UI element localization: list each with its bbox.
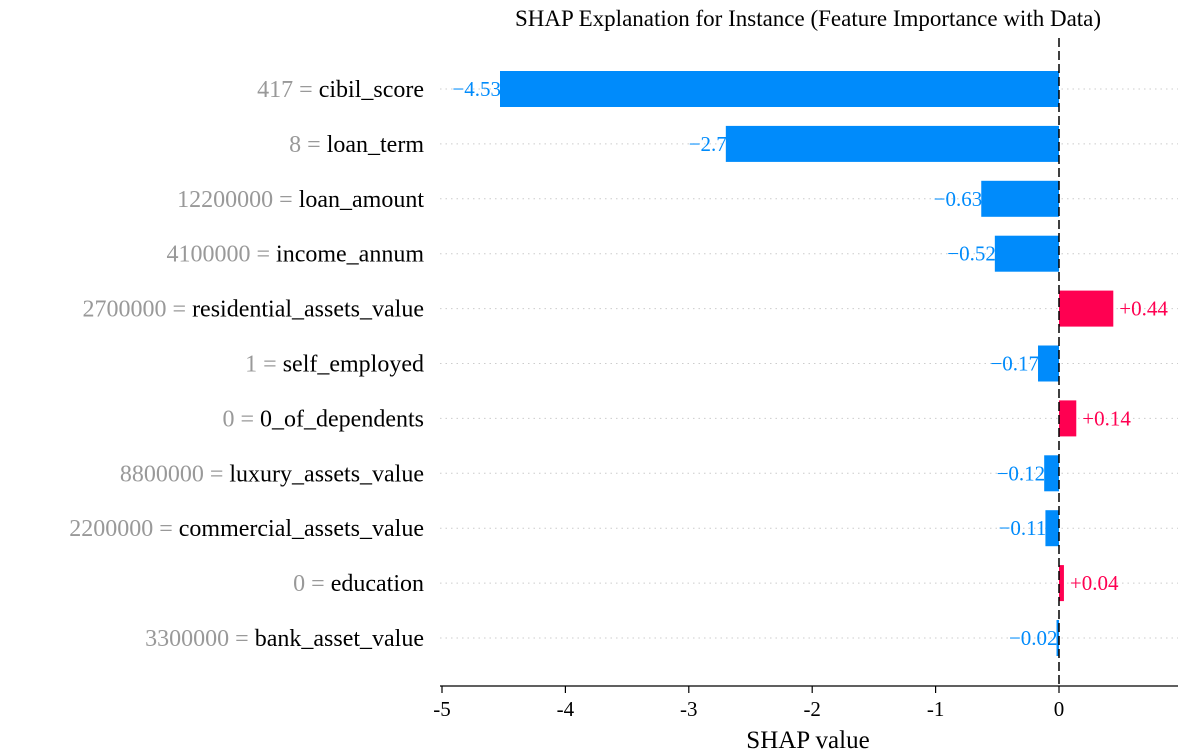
feature-name: self_employed	[283, 352, 424, 378]
feature-value: 2200000 =	[69, 516, 179, 542]
feature-name: residential_assets_value	[192, 297, 424, 323]
feature-name: cibil_score	[319, 77, 424, 103]
feature-name: luxury_assets_value	[229, 461, 424, 487]
feature-label-bank_asset_value: 3300000 = bank_asset_value	[145, 626, 424, 652]
feature-name: bank_asset_value	[255, 626, 424, 652]
data-label-bank_asset_value: −0.02	[1009, 626, 1058, 650]
gridlines	[440, 88, 1178, 639]
feature-value: 8 =	[289, 132, 327, 158]
data-label-income_annum: −0.52	[947, 242, 996, 266]
feature-name: education	[331, 571, 424, 597]
feature-value: 3300000 =	[145, 626, 255, 652]
x-tick-label: -2	[803, 697, 821, 721]
bar-commercial_assets_value	[1045, 510, 1059, 547]
feature-labels: 417 = cibil_score 8 = loan_term 12200000 =…	[69, 77, 424, 652]
data-label-luxury_assets_value: −0.12	[997, 461, 1046, 485]
bar-loan_amount	[981, 180, 1059, 217]
feature-label-income_annum: 4100000 = income_annum	[166, 242, 424, 268]
feature-value: 2700000 =	[83, 297, 193, 323]
feature-label-0_of_dependents: 0 = 0_of_dependents	[222, 406, 424, 432]
x-tick-label: -1	[927, 697, 945, 721]
feature-name: loan_amount	[299, 187, 425, 213]
data-label-commercial_assets_value: −0.11	[999, 516, 1047, 540]
data-label-cibil_score: −4.53	[452, 77, 501, 101]
feature-label-commercial_assets_value: 2200000 = commercial_assets_value	[69, 516, 424, 542]
bars: −4.53 −2.7 −0.63 −0.52 +0.44 −0.17 +0.14 −0.12 −…	[452, 71, 1168, 656]
data-label-loan_amount: −0.63	[934, 187, 983, 211]
feature-value: 417 =	[257, 77, 319, 103]
feature-label-education: 0 = education	[293, 571, 424, 597]
data-label-residential_assets_value: +0.44	[1119, 297, 1168, 321]
feature-value: 0 =	[293, 571, 331, 597]
bar-loan_term	[725, 125, 1059, 162]
feature-label-residential_assets_value: 2700000 = residential_assets_value	[83, 297, 424, 323]
chart-title: SHAP Explanation for Instance (Feature I…	[515, 6, 1101, 31]
bar-education	[1059, 565, 1064, 602]
data-label-0_of_dependents: +0.14	[1082, 406, 1131, 430]
feature-value: 12200000 =	[177, 187, 299, 213]
feature-name: 0_of_dependents	[260, 406, 424, 432]
feature-label-luxury_assets_value: 8800000 = luxury_assets_value	[120, 461, 424, 487]
x-tick-label: -5	[433, 697, 451, 721]
bar-bank_asset_value	[1056, 620, 1059, 656]
bar-income_annum	[994, 235, 1059, 272]
feature-name: commercial_assets_value	[179, 516, 424, 542]
bar-self_employed	[1038, 345, 1059, 382]
feature-name: income_annum	[276, 242, 424, 268]
feature-label-self_employed: 1 = self_employed	[245, 352, 424, 378]
bar-luxury_assets_value	[1044, 455, 1059, 492]
feature-value: 8800000 =	[120, 461, 230, 487]
feature-value: 0 =	[222, 406, 260, 432]
bar-cibil_score	[499, 71, 1059, 107]
bar-residential_assets_value	[1059, 290, 1114, 327]
feature-label-cibil_score: 417 = cibil_score	[257, 77, 424, 103]
x-axis-label: SHAP value	[746, 727, 869, 752]
feature-name: loan_term	[327, 132, 425, 158]
bar-0_of_dependents	[1059, 400, 1077, 437]
x-axis-ticks: -5 -4 -3 -2 -1 0	[433, 686, 1064, 721]
x-tick-label: 0	[1054, 697, 1065, 721]
data-label-education: +0.04	[1070, 571, 1119, 595]
feature-value: 4100000 =	[166, 242, 276, 268]
feature-label-loan_amount: 12200000 = loan_amount	[177, 187, 424, 213]
feature-label-loan_term: 8 = loan_term	[289, 132, 424, 158]
x-tick-label: -4	[557, 697, 575, 721]
data-label-self_employed: −0.17	[990, 352, 1039, 376]
data-label-loan_term: −2.7	[689, 132, 727, 156]
x-tick-label: -3	[680, 697, 698, 721]
feature-value: 1 =	[245, 352, 283, 378]
